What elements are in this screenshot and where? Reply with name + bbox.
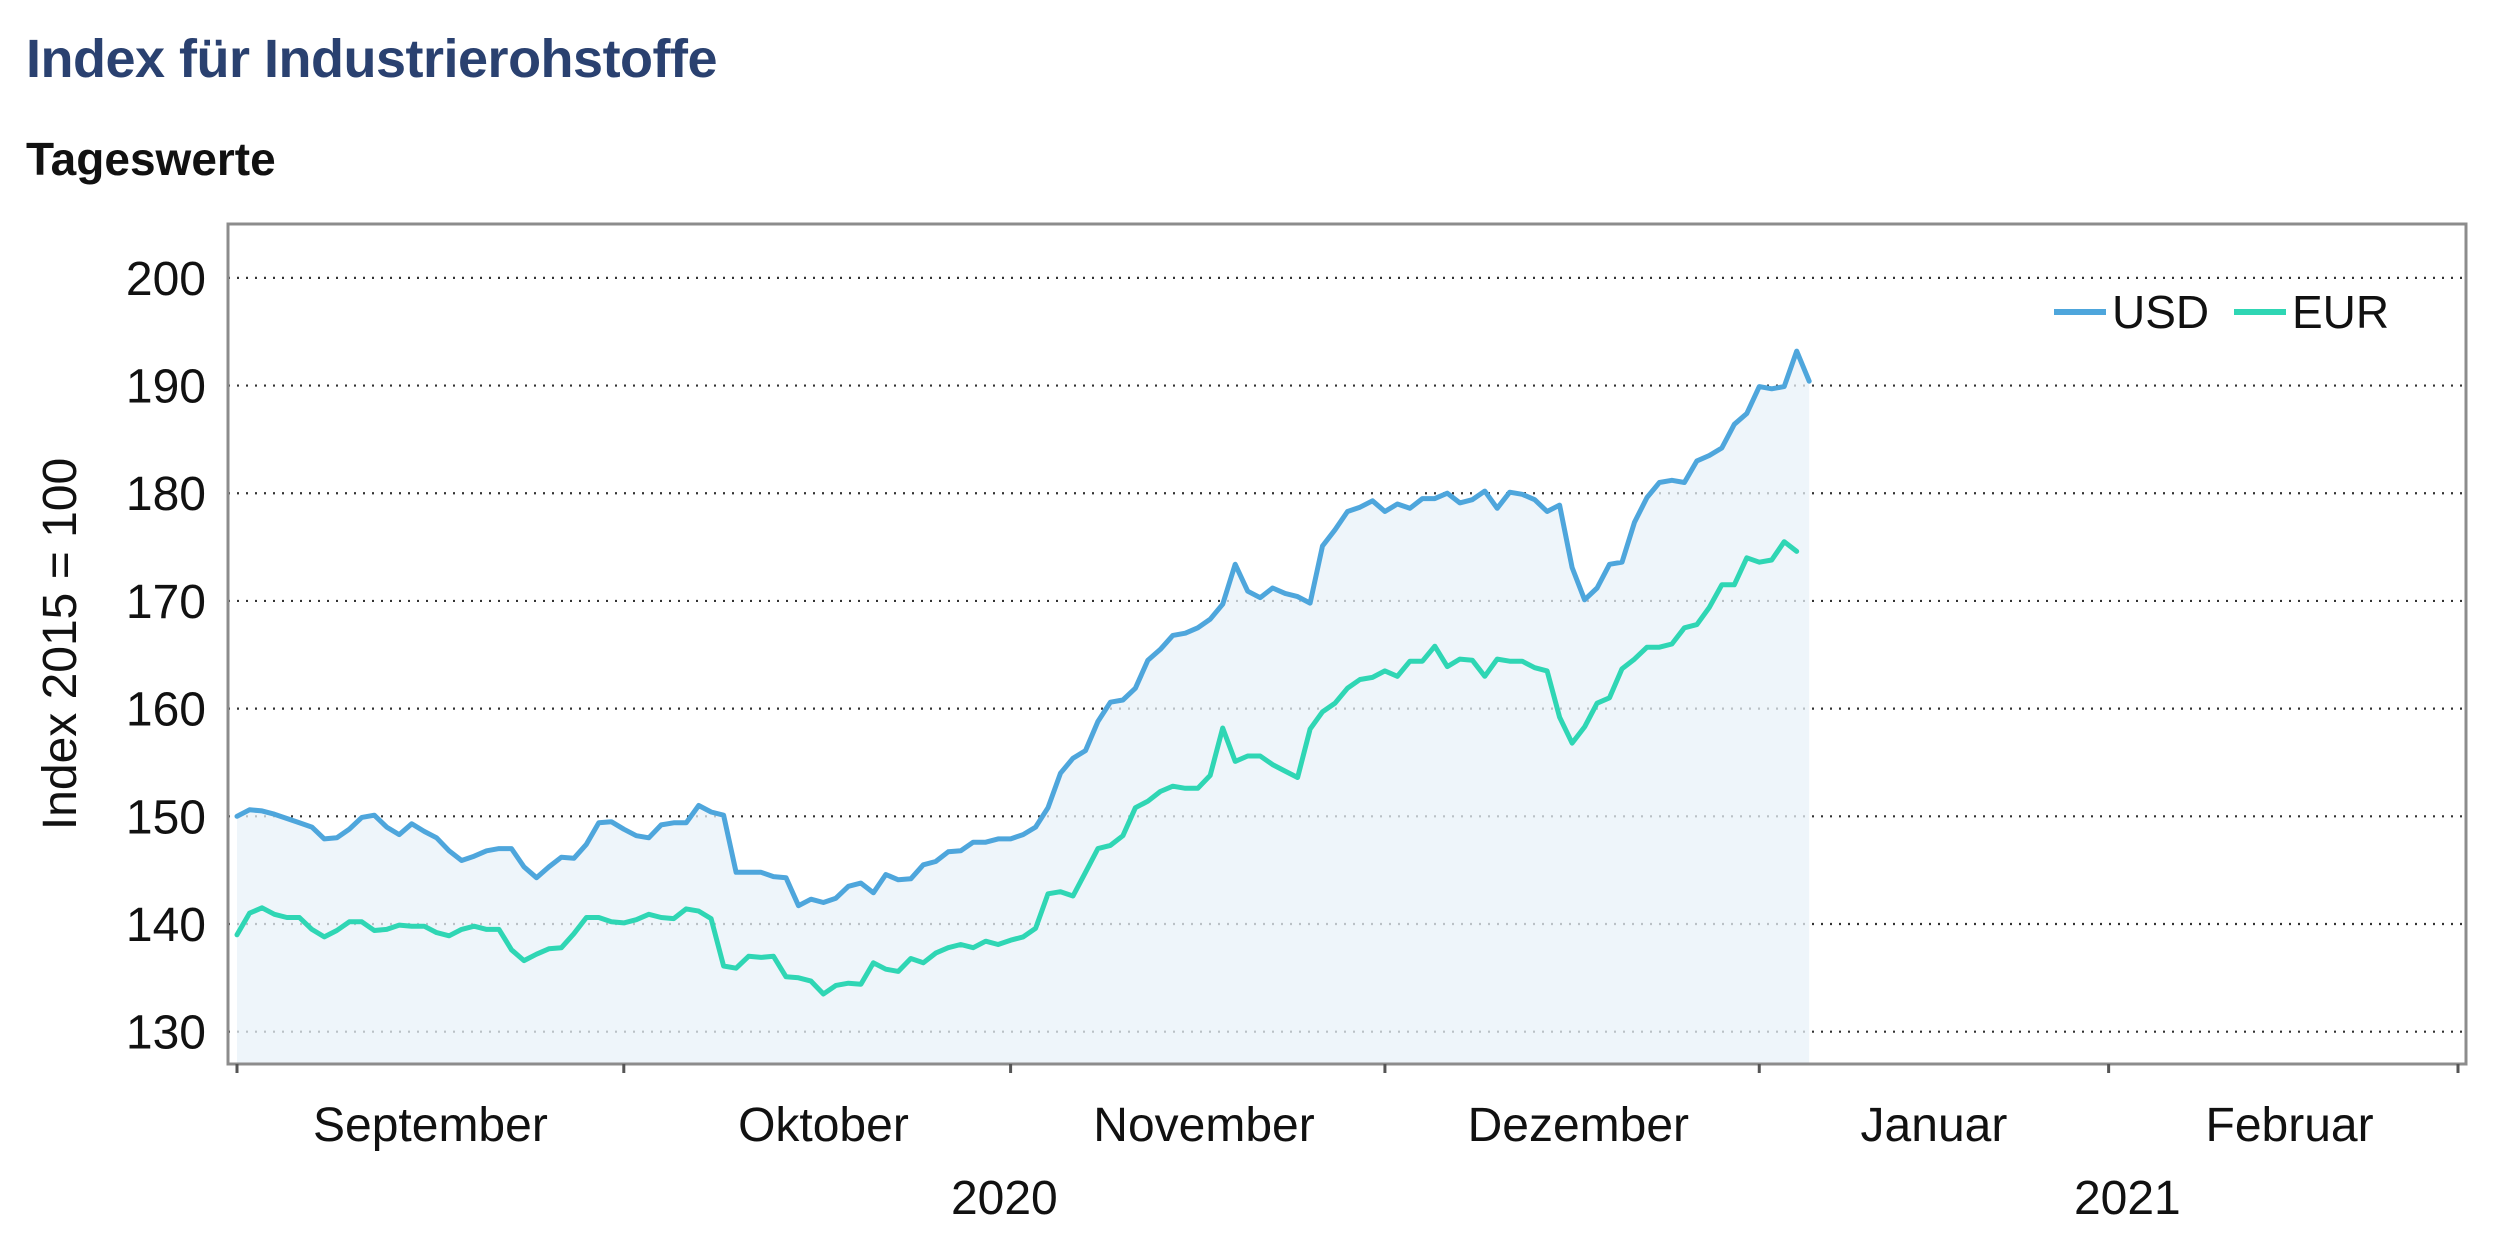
y-tick-label: 200 xyxy=(126,253,206,306)
chart-subtitle: Tageswerte xyxy=(26,133,276,185)
x-tick-label: Oktober xyxy=(738,1099,909,1152)
series-line-usd xyxy=(234,348,1812,909)
x-year-label: 2020 xyxy=(951,1172,1058,1225)
x-tick-label: Januar xyxy=(1861,1099,2008,1152)
y-tick-label: 130 xyxy=(126,1007,206,1060)
plot-frame xyxy=(226,222,2468,1066)
x-year-label: 2021 xyxy=(2074,1172,2181,1225)
y-axis: 130 140 150 160 170 180 190 200 xyxy=(126,253,206,1060)
chart-title: Index für Industrierohstoffe xyxy=(26,29,718,89)
legend-label-eur: EUR xyxy=(2292,286,2389,338)
y-tick-label: 180 xyxy=(126,468,206,521)
y-tick-label: 160 xyxy=(126,684,206,737)
y-axis-title: Index 2015 = 100 xyxy=(34,458,87,830)
y-tick-label: 170 xyxy=(126,576,206,629)
series-lines xyxy=(234,348,1812,997)
area-fill xyxy=(237,351,1810,1065)
x-tick-label: Dezember xyxy=(1468,1099,1689,1152)
x-tick-label: September xyxy=(313,1099,548,1152)
y-tick-label: 190 xyxy=(126,361,206,414)
gridlines xyxy=(228,276,2466,1033)
y-tick-label: 150 xyxy=(126,791,206,844)
series-line-eur xyxy=(234,539,1800,997)
x-tick-label: November xyxy=(1093,1099,1314,1152)
y-tick-label: 140 xyxy=(126,899,206,952)
x-tick-label: Februar xyxy=(2206,1099,2374,1152)
x-axis: September Oktober November Dezember Januar Fe… xyxy=(235,1064,2460,1225)
legend-label-usd: USD xyxy=(2112,286,2209,338)
legend: USD EUR xyxy=(2054,286,2389,338)
